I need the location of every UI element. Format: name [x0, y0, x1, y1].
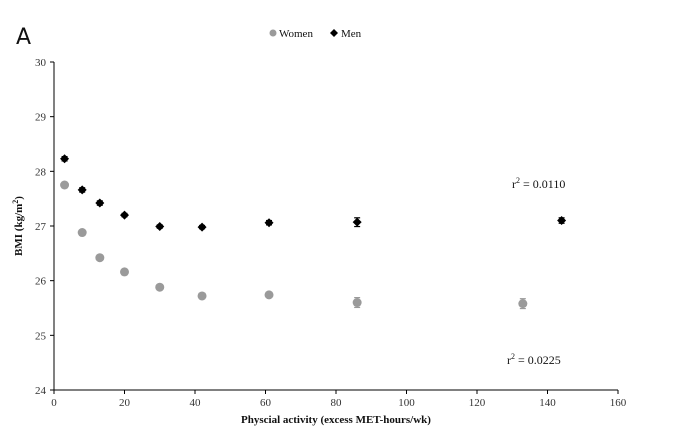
- x-tick-label: 0: [51, 397, 57, 409]
- y-tick-label: 24: [35, 385, 47, 397]
- panel-label: A: [16, 25, 31, 50]
- y-tick-label: 27: [35, 221, 47, 233]
- annotation-r2-men-base: r: [512, 177, 516, 191]
- point-men: [352, 217, 362, 227]
- x-tick-label: 120: [469, 397, 486, 409]
- y-axis-title: BMI (kg/m2): [11, 196, 25, 256]
- y-ticks: 24 25 26 27 28 29 30: [35, 57, 54, 397]
- point-men: [60, 154, 70, 164]
- y-tick-label: 30: [35, 57, 47, 69]
- point-men: [77, 185, 87, 195]
- point-men: [264, 218, 274, 228]
- point-women: [77, 228, 87, 238]
- annotation-r2-women-value: = 0.0225: [515, 353, 561, 367]
- legend: Women Men: [269, 28, 362, 40]
- x-ticks: 0 20 40 60 80 100 120 140 160: [51, 390, 627, 409]
- annotation-r2-women-sup: 2: [511, 352, 515, 361]
- point-women: [264, 290, 274, 300]
- point-women: [120, 267, 129, 277]
- y-tick-label: 29: [35, 112, 47, 124]
- x-tick-label: 20: [119, 397, 131, 409]
- x-tick-label: 140: [539, 397, 556, 409]
- point-men: [197, 222, 207, 232]
- x-tick-label: 160: [610, 397, 627, 409]
- legend-marker-men: [330, 29, 338, 37]
- x-axis-title: Physcial activity (excess MET-hours/wk): [241, 414, 431, 426]
- point-men: [557, 216, 567, 226]
- x-tick-label: 80: [331, 397, 343, 409]
- point-men: [95, 198, 105, 208]
- y-axis-title-main: BMI (kg/m: [13, 204, 25, 256]
- legend-marker-women: [269, 29, 277, 37]
- legend-label-men: Men: [341, 28, 362, 40]
- point-women: [518, 299, 528, 309]
- y-axis-title-close: ): [13, 196, 25, 200]
- point-women: [352, 298, 362, 308]
- point-men: [155, 222, 165, 232]
- annotation-r2-men-value: = 0.0110: [520, 177, 565, 191]
- x-tick-label: 40: [190, 397, 202, 409]
- point-women: [155, 282, 165, 292]
- annotation-r2-women-base: r: [507, 353, 511, 367]
- data-points: [60, 154, 567, 310]
- point-men: [120, 210, 129, 220]
- y-tick-label: 25: [35, 330, 47, 342]
- x-tick-label: 60: [260, 397, 272, 409]
- y-tick-label: 28: [35, 166, 47, 178]
- x-tick-label: 100: [398, 397, 415, 409]
- point-women: [95, 253, 105, 263]
- annotation-r2-men-sup: 2: [516, 176, 520, 185]
- annotation-r2-women: r2 = 0.0225: [507, 352, 561, 367]
- annotation-r2-men: r2 = 0.0110: [512, 176, 565, 191]
- y-tick-label: 26: [35, 276, 47, 288]
- point-women: [60, 180, 70, 190]
- point-women: [197, 291, 207, 301]
- legend-label-women: Women: [279, 28, 313, 40]
- y-axis-title-sup: 2: [11, 200, 20, 204]
